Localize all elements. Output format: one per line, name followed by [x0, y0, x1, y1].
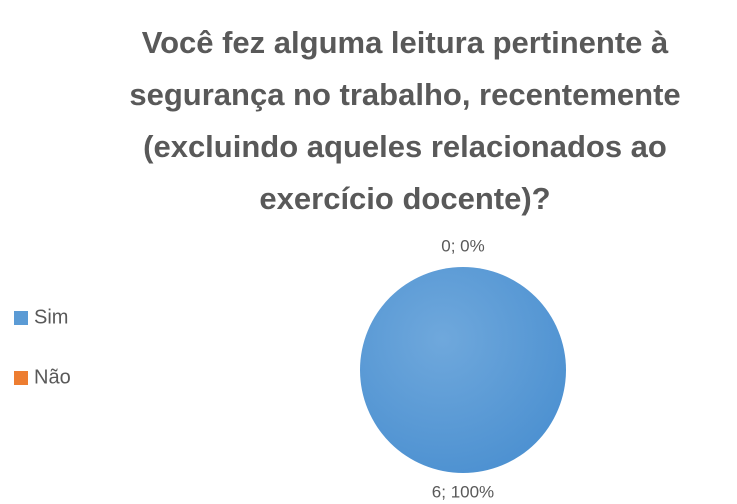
data-label: 0; 0% [441, 236, 484, 255]
chart-title: (excluindo aqueles relacionados ao [143, 129, 667, 164]
legend-label: Não [34, 366, 71, 388]
legend-swatch [14, 311, 28, 325]
chart-title: segurança no trabalho, recentemente [129, 77, 680, 112]
data-label: 6; 100% [432, 482, 494, 501]
chart-title: Você fez alguma leitura pertinente à [142, 25, 669, 60]
legend-swatch [14, 371, 28, 385]
legend-label: Sim [34, 306, 68, 328]
chart-title: exercício docente)? [259, 181, 550, 216]
pie-slice [360, 267, 566, 473]
